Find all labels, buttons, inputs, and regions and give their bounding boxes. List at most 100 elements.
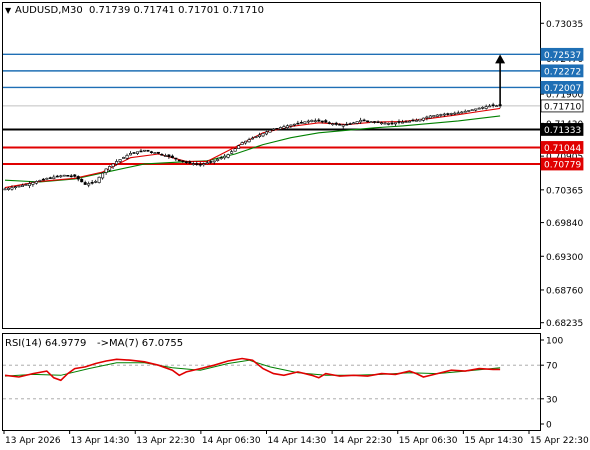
candles[interactable] — [3, 102, 502, 191]
candle-body — [306, 120, 310, 123]
candle — [10, 185, 14, 191]
candle-body — [10, 187, 14, 190]
candle-body — [108, 166, 112, 171]
candle — [348, 122, 352, 125]
candle — [24, 183, 28, 186]
candle-body — [348, 123, 352, 125]
candle — [442, 112, 446, 117]
candle — [188, 160, 192, 165]
rsi-ma-label: ->MA(7) 67.0755 — [97, 338, 183, 349]
candle-body — [484, 106, 488, 109]
candle — [477, 107, 481, 110]
candle — [292, 123, 296, 127]
time-tick-label: 14 Apr 14:30 — [268, 436, 327, 446]
candle-body — [271, 129, 275, 131]
candle — [198, 161, 202, 167]
candle-body — [101, 172, 105, 179]
time-tick-label: 13 Apr 14:30 — [71, 436, 130, 446]
symbol-label: AUDUSD,M30 — [15, 5, 83, 16]
candle — [111, 163, 115, 170]
candle — [491, 102, 495, 108]
candle-body — [467, 110, 471, 112]
candle — [97, 176, 101, 184]
rsi-tick-label: 70 — [546, 362, 558, 372]
resistance-line-label: 0.72272 — [544, 67, 581, 77]
candle-body — [87, 183, 91, 186]
candle-body — [491, 104, 495, 107]
candle-body — [188, 161, 192, 164]
pivot-line-label: 0.71333 — [544, 126, 581, 136]
candle-body — [397, 121, 401, 123]
candle — [355, 121, 359, 125]
candle — [261, 132, 265, 138]
candle — [324, 119, 328, 123]
candle — [230, 149, 234, 154]
candle — [191, 161, 195, 166]
arrow-head — [495, 54, 506, 64]
candle-body — [125, 155, 129, 159]
candle — [268, 129, 272, 133]
candle-body — [449, 113, 453, 115]
support-line-label: 0.71044 — [544, 144, 581, 154]
candle — [31, 181, 35, 187]
candle — [87, 181, 91, 188]
candle — [125, 153, 129, 160]
candle-body — [219, 157, 223, 160]
candle-body — [394, 122, 398, 125]
time-axis[interactable]: 13 Apr 2026 13 Apr 14:30 13 Apr 22:30 14 Ap… — [3, 430, 589, 446]
candle-body — [247, 139, 251, 143]
candle-body — [139, 150, 143, 153]
triangle-down-icon[interactable]: ▼ — [5, 6, 12, 15]
pivot-line-badge — [540, 123, 584, 136]
candle-body — [34, 181, 38, 184]
candle-body — [387, 123, 391, 125]
candle — [296, 120, 300, 125]
candle — [317, 118, 321, 122]
arrow-up-icon — [495, 54, 506, 106]
rsi-panel[interactable] — [2, 333, 541, 431]
candle-body — [366, 120, 370, 123]
candle — [237, 144, 241, 149]
candle-body — [27, 183, 31, 186]
candle-body — [303, 121, 307, 124]
candle — [453, 111, 457, 116]
candle — [202, 162, 206, 167]
rsi-label: RSI(14) 64.9779 — [5, 338, 86, 349]
price-axis[interactable]: 0.730350.724700.719000.714300.709050.703… — [540, 20, 583, 329]
candle — [73, 174, 77, 178]
candle — [34, 180, 38, 185]
ma-slow-path — [4, 115, 501, 183]
candle-body — [122, 157, 126, 159]
candle-body — [73, 174, 77, 177]
time-tick-label: 14 Apr 06:30 — [202, 436, 261, 446]
ohlc-values: 0.71739 0.71741 0.71701 0.71710 — [89, 5, 264, 16]
candle-body — [174, 157, 178, 160]
candle — [373, 120, 377, 124]
candle — [306, 119, 310, 124]
candle-body — [362, 119, 366, 122]
price-panel[interactable] — [2, 2, 541, 329]
candle — [380, 121, 384, 125]
candle — [55, 174, 59, 178]
candle-body — [421, 117, 425, 121]
candle — [359, 117, 363, 124]
candle — [101, 172, 105, 180]
candle-body — [237, 145, 241, 149]
candle-body — [446, 113, 450, 115]
candle — [418, 118, 422, 122]
current-price-line-badge — [540, 99, 584, 113]
candle — [251, 136, 255, 140]
price-tick-label: 0.70365 — [546, 186, 583, 196]
time-tick-label: 13 Apr 2026 — [5, 436, 61, 446]
candle — [303, 121, 307, 124]
candle-body — [205, 162, 209, 164]
candle-body — [163, 155, 167, 157]
candle-body — [380, 122, 384, 125]
rsi-indicator: 100 70 30 0 — [3, 337, 563, 431]
support-line-label: 0.70779 — [544, 161, 581, 171]
candle — [66, 174, 70, 177]
candle-body — [432, 115, 436, 118]
resistance-line-label: 0.72007 — [544, 84, 581, 94]
price-tick-label: 0.71900 — [546, 91, 583, 101]
